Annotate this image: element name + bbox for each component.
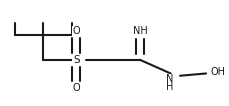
Text: N: N: [165, 74, 172, 84]
Text: H: H: [165, 82, 172, 92]
Text: OH: OH: [210, 67, 225, 77]
Text: O: O: [72, 26, 80, 36]
Text: O: O: [72, 83, 80, 93]
Text: NH: NH: [132, 26, 147, 36]
Text: S: S: [73, 55, 79, 65]
